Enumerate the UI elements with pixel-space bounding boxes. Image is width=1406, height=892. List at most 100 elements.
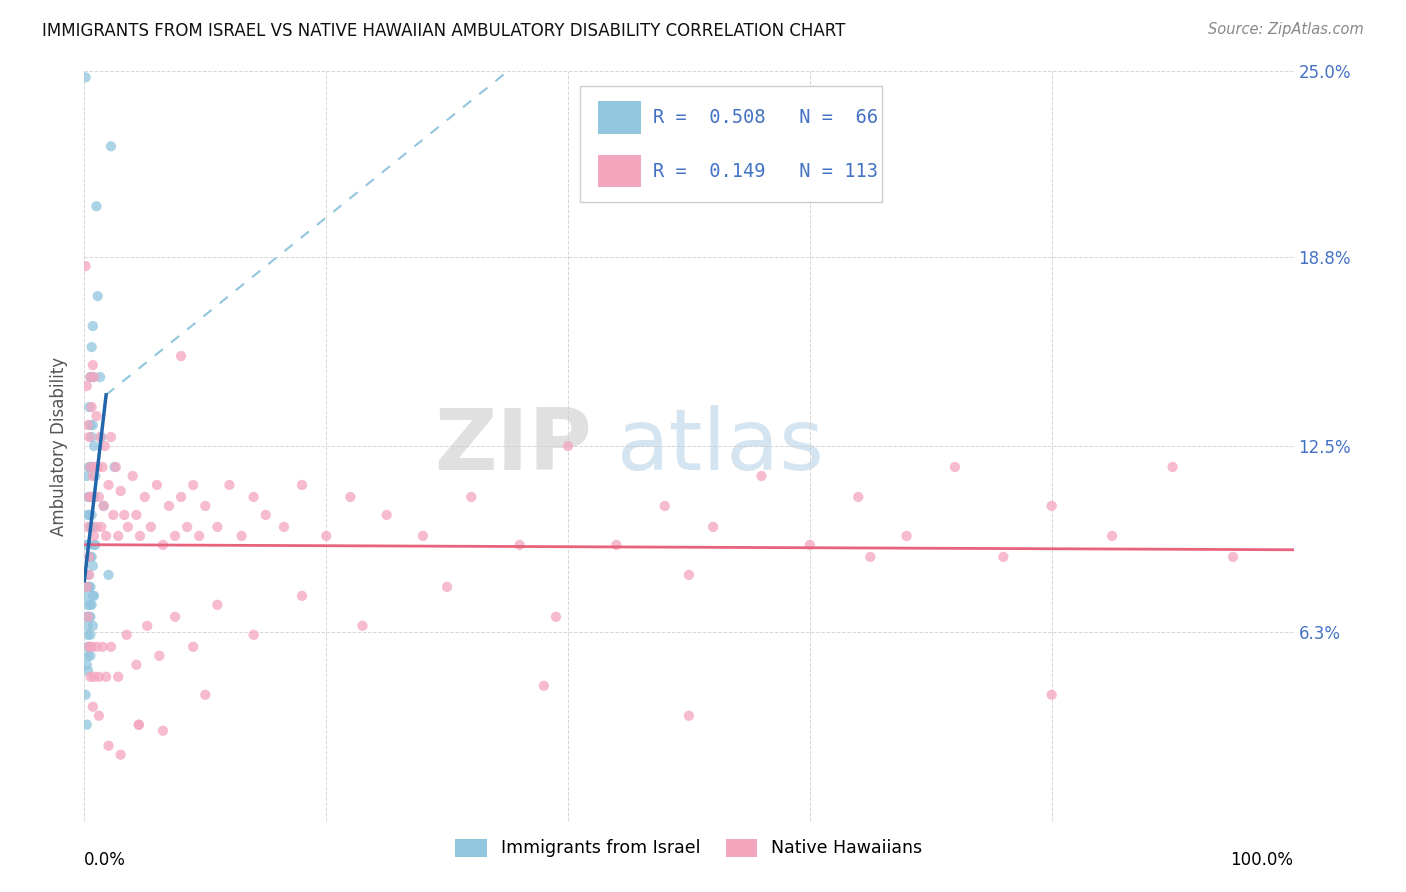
Point [77,538,100,552]
Point [79,370,101,384]
Point [654,499,676,513]
Point [83,670,105,684]
Point [128,717,150,731]
Point [146,478,169,492]
Point [77,640,100,654]
Point [460,490,482,504]
Point [97,739,120,753]
Point [125,508,148,522]
Point [80,460,103,475]
Point [107,670,129,684]
Point [76,538,98,552]
Point [242,490,264,504]
Point [846,490,869,504]
Point [75,688,97,702]
Point [77,598,100,612]
Point [82,699,104,714]
Point [82,460,104,475]
Text: ZIP: ZIP [434,404,592,488]
Point [77,619,100,633]
Point [90,520,112,534]
Point [291,589,314,603]
Point [86,289,108,303]
Point [1222,549,1244,564]
Point [121,469,143,483]
Point [77,610,100,624]
Point [943,460,966,475]
Legend: Immigrants from Israel, Native Hawaiians: Immigrants from Israel, Native Hawaiians [449,831,929,864]
Point [93,499,115,513]
Point [75,259,97,273]
Point [170,349,193,363]
Text: R =  0.508   N =  66: R = 0.508 N = 66 [652,108,877,127]
Point [77,508,100,522]
Point [165,610,187,624]
Point [86,460,108,475]
Point [100,139,122,153]
Point [77,400,100,414]
Point [139,520,162,534]
Point [181,478,204,492]
Point [82,370,104,384]
Point [77,610,100,624]
Point [104,460,127,475]
Point [86,520,108,534]
Point [107,529,129,543]
Point [176,520,198,534]
Point [80,430,103,444]
FancyBboxPatch shape [599,101,641,134]
Point [77,567,100,582]
Point [125,657,148,672]
Point [509,538,531,552]
Point [77,490,100,504]
Point [77,490,100,504]
Point [79,460,101,475]
Point [533,679,555,693]
Point [315,529,337,543]
Point [75,589,97,603]
Point [194,688,217,702]
Point [352,619,374,633]
Point [82,490,104,504]
Point [91,460,114,475]
Point [89,430,111,444]
Point [993,549,1015,564]
Point [207,598,229,612]
Y-axis label: Ambulatory Disability: Ambulatory Disability [51,357,69,535]
Point [82,589,104,603]
FancyBboxPatch shape [581,87,883,202]
Point [77,520,100,534]
Point [134,490,156,504]
Point [436,580,458,594]
Point [76,379,98,393]
Point [79,549,101,564]
Point [80,549,103,564]
Point [79,490,101,504]
Point [194,499,217,513]
Point [82,358,104,372]
Point [82,417,104,432]
Point [79,520,101,534]
Point [79,628,101,642]
Point [165,529,187,543]
Point [77,628,100,642]
Point [117,520,139,534]
Point [110,747,132,762]
Point [97,567,120,582]
Point [751,469,773,483]
Point [557,439,579,453]
Point [87,490,110,504]
Point [148,648,170,663]
Point [83,370,105,384]
Point [80,598,103,612]
Point [254,508,277,522]
Point [77,417,100,432]
Point [80,490,103,504]
Point [76,469,98,483]
Text: atlas: atlas [616,404,824,488]
Point [79,370,101,384]
Point [77,580,100,594]
Point [77,610,100,624]
Point [77,549,100,564]
Point [1040,499,1063,513]
